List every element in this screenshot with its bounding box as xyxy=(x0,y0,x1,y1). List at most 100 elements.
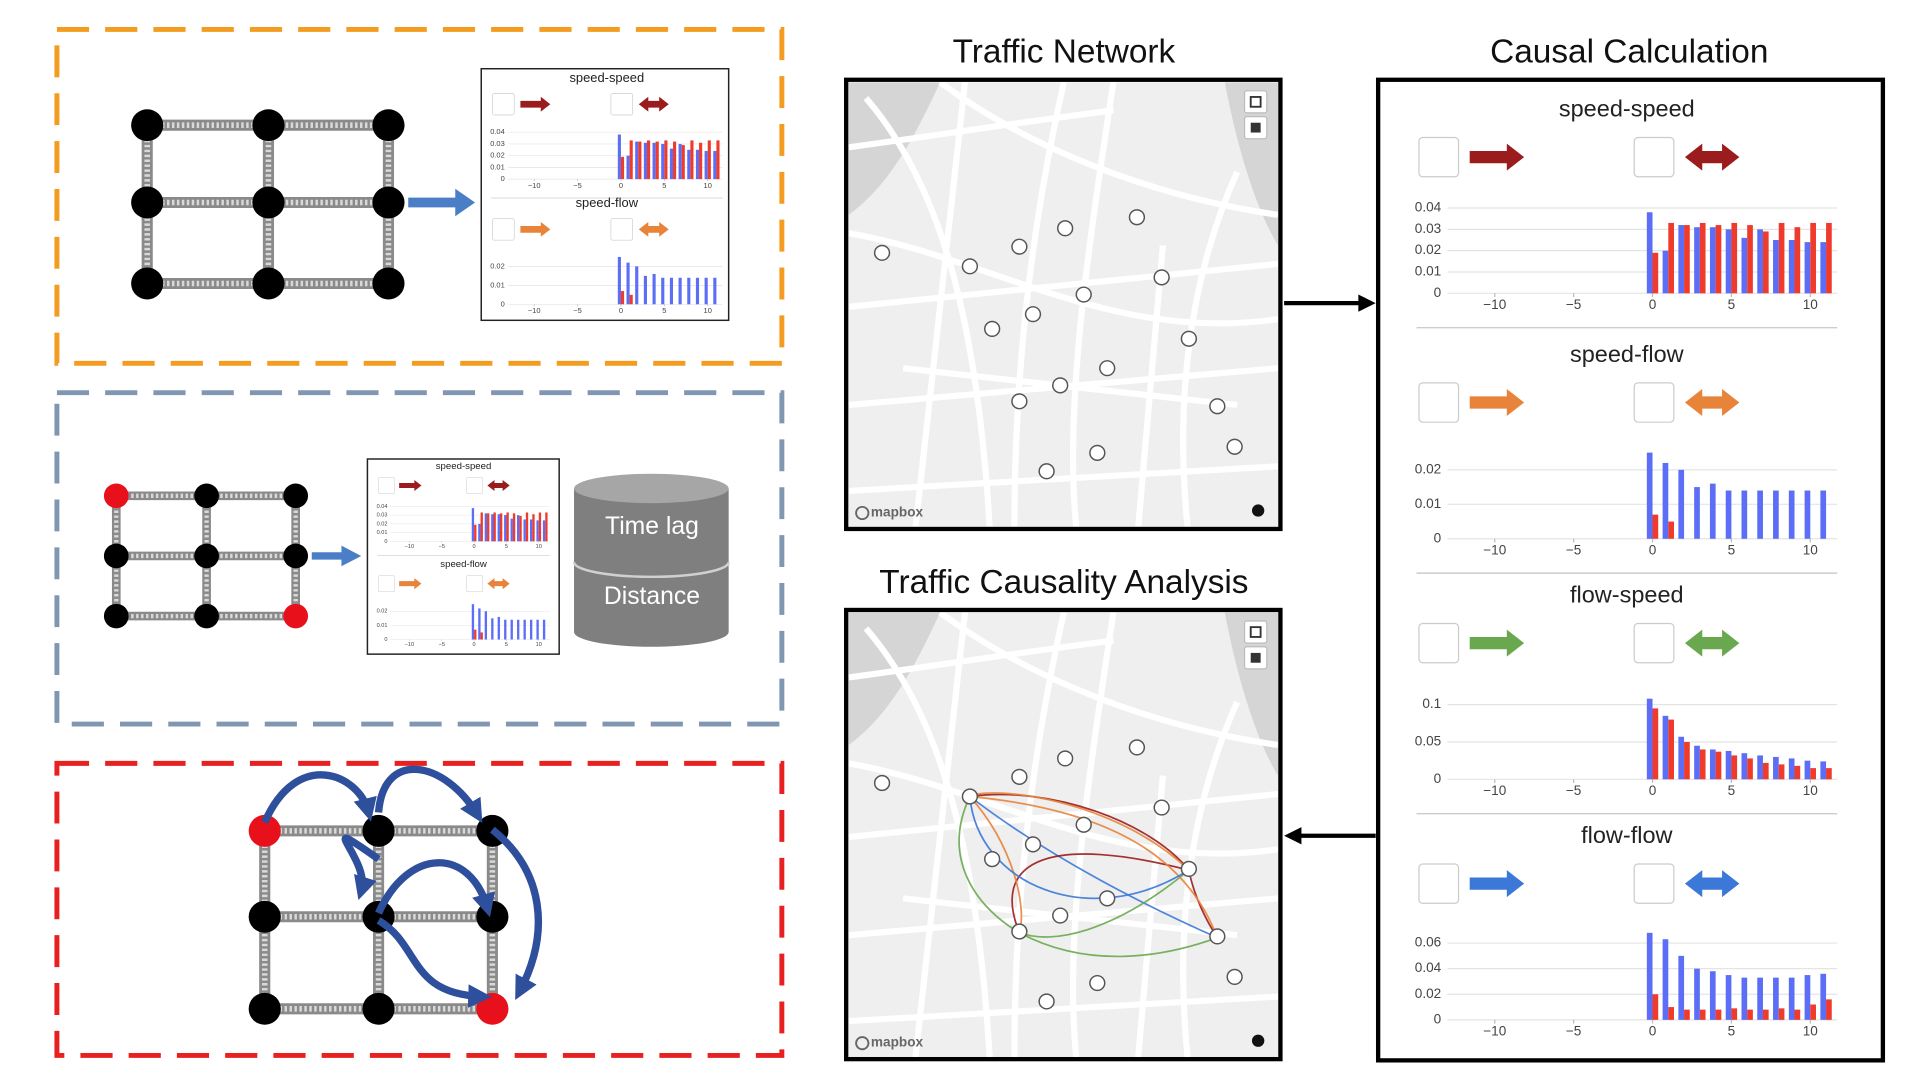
x-tick-label: −5 xyxy=(439,544,445,550)
dashed-frame xyxy=(54,760,785,1058)
sensor-node[interactable] xyxy=(1052,907,1069,924)
bar xyxy=(1731,755,1738,780)
sensor-node[interactable] xyxy=(961,258,979,275)
sensor-node[interactable] xyxy=(1153,269,1170,286)
x-tick-label: 0 xyxy=(1649,297,1657,312)
bar xyxy=(1668,1007,1674,1020)
sensor-node[interactable] xyxy=(1209,398,1226,415)
sensor-node[interactable] xyxy=(1038,993,1055,1010)
causal-chart: speed-flow 0 0.01 0.02 −10 −5 0 5 10 xyxy=(490,195,723,315)
bar xyxy=(620,291,625,305)
sensor-node[interactable] xyxy=(1089,974,1106,992)
sensor-node[interactable] xyxy=(1226,968,1243,986)
bar xyxy=(629,294,633,305)
checkbox[interactable] xyxy=(378,575,395,592)
sensor-node[interactable] xyxy=(1038,463,1055,480)
checkbox[interactable] xyxy=(378,477,395,494)
sensor-node[interactable] xyxy=(984,850,1001,868)
sensor-node[interactable] xyxy=(1180,860,1198,878)
chart-title: flow-speed xyxy=(1570,582,1684,608)
sensor-node[interactable] xyxy=(984,320,1001,338)
x-tick-label: 0 xyxy=(473,642,476,648)
sensor-node[interactable] xyxy=(1089,444,1106,461)
sensor-node[interactable] xyxy=(1180,330,1198,347)
chart-title: speed-flow xyxy=(440,559,487,570)
bar xyxy=(1662,715,1669,780)
bar xyxy=(626,262,630,305)
checkbox[interactable] xyxy=(466,575,484,592)
checkbox[interactable] xyxy=(1418,382,1460,423)
bar xyxy=(1668,719,1674,780)
checkbox[interactable] xyxy=(492,93,515,116)
bar xyxy=(1788,490,1795,539)
sensor-node[interactable] xyxy=(1226,438,1243,455)
checkbox[interactable] xyxy=(610,93,634,116)
y-tick-label: 0.02 xyxy=(1415,461,1441,476)
bar xyxy=(1684,225,1690,294)
sensor-node[interactable] xyxy=(1128,209,1146,226)
road xyxy=(1135,245,1166,527)
bar xyxy=(681,145,685,180)
checkbox[interactable] xyxy=(610,218,634,241)
bar xyxy=(713,150,717,180)
intersection-node xyxy=(476,900,509,933)
bidirectional-arrow xyxy=(638,221,669,237)
sensor-node[interactable] xyxy=(1099,360,1116,377)
bar xyxy=(652,142,656,180)
checkbox[interactable] xyxy=(1418,622,1460,664)
sensor-node[interactable] xyxy=(1128,739,1146,756)
map xyxy=(848,82,1278,527)
sensor-node[interactable] xyxy=(1056,220,1074,237)
sensor-node[interactable] xyxy=(1099,890,1116,907)
sensor-node[interactable] xyxy=(961,788,979,805)
bar xyxy=(542,619,546,640)
bar xyxy=(1810,222,1816,294)
sensor-node[interactable] xyxy=(1052,377,1069,394)
sensor-node[interactable] xyxy=(1011,238,1028,255)
bar xyxy=(1652,708,1659,780)
sensor-node[interactable] xyxy=(1056,750,1074,767)
road xyxy=(863,626,993,1058)
sensor-node[interactable] xyxy=(1075,816,1092,833)
causal-link xyxy=(969,795,1218,939)
y-tick-label: 0.04 xyxy=(1415,960,1442,975)
draw-tool-button[interactable] xyxy=(1243,90,1268,114)
sensor-node[interactable] xyxy=(1011,393,1028,410)
checkbox[interactable] xyxy=(466,477,484,494)
sensor-node[interactable] xyxy=(1209,928,1226,945)
bar xyxy=(1646,932,1653,1020)
sensor-node[interactable] xyxy=(1011,768,1028,785)
bar xyxy=(523,619,526,640)
checkbox[interactable] xyxy=(1418,136,1460,178)
bar xyxy=(1788,758,1795,780)
y-tick-label: 0.02 xyxy=(377,609,388,615)
sensor-node[interactable] xyxy=(1024,836,1042,853)
checkbox[interactable] xyxy=(1633,863,1675,904)
bar xyxy=(1773,977,1779,1020)
checkbox[interactable] xyxy=(1633,136,1675,178)
bar xyxy=(1794,1009,1801,1020)
sensor-node[interactable] xyxy=(1075,286,1092,303)
checkbox[interactable] xyxy=(492,218,515,241)
sensor-node[interactable] xyxy=(873,244,891,261)
checkbox[interactable] xyxy=(1418,863,1460,904)
x-tick-label: 5 xyxy=(1728,297,1736,312)
bar xyxy=(629,140,633,180)
river xyxy=(848,82,941,215)
direction-arrow xyxy=(1469,143,1525,171)
sensor-node[interactable] xyxy=(1024,306,1042,323)
bar xyxy=(517,619,520,640)
checkbox[interactable] xyxy=(1633,622,1675,664)
info-icon[interactable] xyxy=(1251,1034,1265,1047)
road xyxy=(848,463,1278,494)
checkbox[interactable] xyxy=(1633,382,1675,423)
draw-tool-button[interactable] xyxy=(1243,620,1268,644)
x-tick-label: −10 xyxy=(1483,1024,1506,1039)
info-icon[interactable] xyxy=(1251,504,1265,517)
sensor-node[interactable] xyxy=(1153,799,1170,816)
bidirectional-arrow xyxy=(638,96,669,112)
bidirectional-arrow xyxy=(487,578,510,590)
sensor-node[interactable] xyxy=(1011,923,1028,940)
sensor-node[interactable] xyxy=(873,774,891,792)
bar xyxy=(655,141,659,180)
